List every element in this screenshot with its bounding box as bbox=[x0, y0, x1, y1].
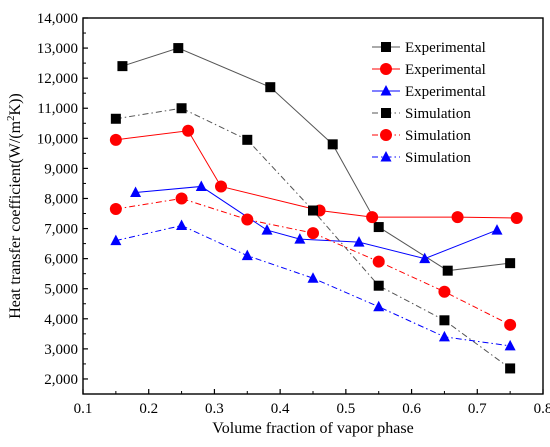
y-tick-label: 8,000 bbox=[44, 191, 78, 207]
y-tick-label: 13,000 bbox=[37, 41, 78, 57]
data-point-3-0 bbox=[110, 113, 121, 124]
data-point-0-3 bbox=[327, 139, 338, 150]
legend-marker-1 bbox=[380, 63, 392, 75]
x-tick-label: 0.6 bbox=[402, 401, 421, 417]
data-point-0-2 bbox=[265, 82, 276, 93]
data-point-2-1 bbox=[195, 180, 207, 191]
y-tick-label: 11,000 bbox=[37, 101, 78, 117]
data-point-1-4 bbox=[366, 211, 379, 224]
legend-label-3: Simulation bbox=[405, 106, 471, 122]
data-point-5-4 bbox=[373, 300, 385, 312]
data-point-2-0 bbox=[130, 186, 142, 197]
data-point-3-1 bbox=[176, 103, 187, 114]
x-tick-label: 0.5 bbox=[336, 401, 355, 417]
data-point-0-1 bbox=[173, 43, 184, 54]
legend-label-2: Experimental bbox=[405, 84, 486, 100]
data-point-0-4 bbox=[373, 222, 384, 233]
data-point-1-0 bbox=[109, 133, 122, 146]
x-tick-label: 0.1 bbox=[74, 401, 93, 417]
y-tick-label: 3,000 bbox=[44, 342, 78, 358]
data-point-2-6 bbox=[491, 224, 503, 235]
data-point-3-2 bbox=[242, 134, 253, 145]
y-tick-label: 9,000 bbox=[44, 161, 78, 177]
y-tick-label: 7,000 bbox=[44, 222, 78, 238]
data-point-2-3 bbox=[294, 233, 306, 244]
data-point-3-3 bbox=[308, 205, 318, 216]
data-point-4-4 bbox=[372, 255, 385, 268]
legend-label-5: Simulation bbox=[405, 150, 471, 166]
y-tick-label: 5,000 bbox=[44, 282, 78, 298]
series-line-2 bbox=[135, 185, 498, 260]
data-point-1-6 bbox=[510, 212, 523, 225]
x-tick-label: 0.7 bbox=[468, 401, 487, 417]
legend-marker-5 bbox=[380, 151, 392, 162]
legend-label-0: Experimental bbox=[405, 40, 486, 56]
data-point-4-5 bbox=[438, 285, 451, 298]
legend-label-1: Experimental bbox=[405, 62, 486, 78]
x-axis-label: Volume fraction of vapor phase bbox=[212, 420, 413, 437]
data-point-5-0 bbox=[110, 234, 122, 246]
y-tick-label: 12,000 bbox=[37, 71, 78, 87]
data-point-5-2 bbox=[241, 249, 253, 261]
y-tick-label: 2,000 bbox=[44, 372, 78, 388]
legend-marker-0 bbox=[381, 42, 391, 52]
data-point-2-4 bbox=[353, 236, 365, 247]
y-tick-label: 6,000 bbox=[44, 252, 78, 268]
data-point-4-2 bbox=[241, 213, 254, 226]
y-tick-label: 10,000 bbox=[37, 131, 78, 147]
series-line-5 bbox=[115, 225, 511, 347]
data-point-4-0 bbox=[109, 203, 122, 216]
data-point-1-2 bbox=[215, 180, 227, 193]
data-point-0-0 bbox=[117, 61, 128, 72]
x-tick-label: 0.2 bbox=[139, 401, 158, 417]
data-point-1-5 bbox=[451, 211, 464, 224]
data-point-5-6 bbox=[504, 339, 516, 351]
data-point-4-3 bbox=[307, 227, 319, 240]
data-point-0-5 bbox=[442, 265, 453, 276]
data-point-3-5 bbox=[439, 315, 450, 326]
legend-marker-2 bbox=[380, 85, 392, 96]
data-point-4-6 bbox=[504, 318, 517, 331]
data-point-2-2 bbox=[261, 224, 273, 235]
y-tick-label: 14,000 bbox=[37, 11, 78, 27]
legend-marker-4 bbox=[380, 129, 392, 141]
data-point-0-6 bbox=[505, 258, 516, 269]
x-tick-label: 0.8 bbox=[534, 401, 550, 417]
data-point-3-6 bbox=[505, 363, 516, 374]
data-point-4-1 bbox=[175, 192, 188, 205]
data-point-3-4 bbox=[373, 280, 384, 291]
data-point-5-1 bbox=[176, 219, 188, 231]
legend-label-4: Simulation bbox=[405, 128, 471, 144]
data-point-5-3 bbox=[307, 272, 319, 283]
y-axis-label: Heat transfer coefficient(W/(m2K)) bbox=[5, 93, 24, 319]
x-tick-label: 0.3 bbox=[205, 401, 224, 417]
y-tick-label: 4,000 bbox=[44, 312, 78, 328]
legend-marker-3 bbox=[381, 108, 391, 118]
x-tick-label: 0.4 bbox=[271, 401, 290, 417]
data-point-1-1 bbox=[182, 124, 195, 137]
data-point-5-5 bbox=[438, 330, 450, 342]
data-point-2-5 bbox=[419, 252, 431, 264]
